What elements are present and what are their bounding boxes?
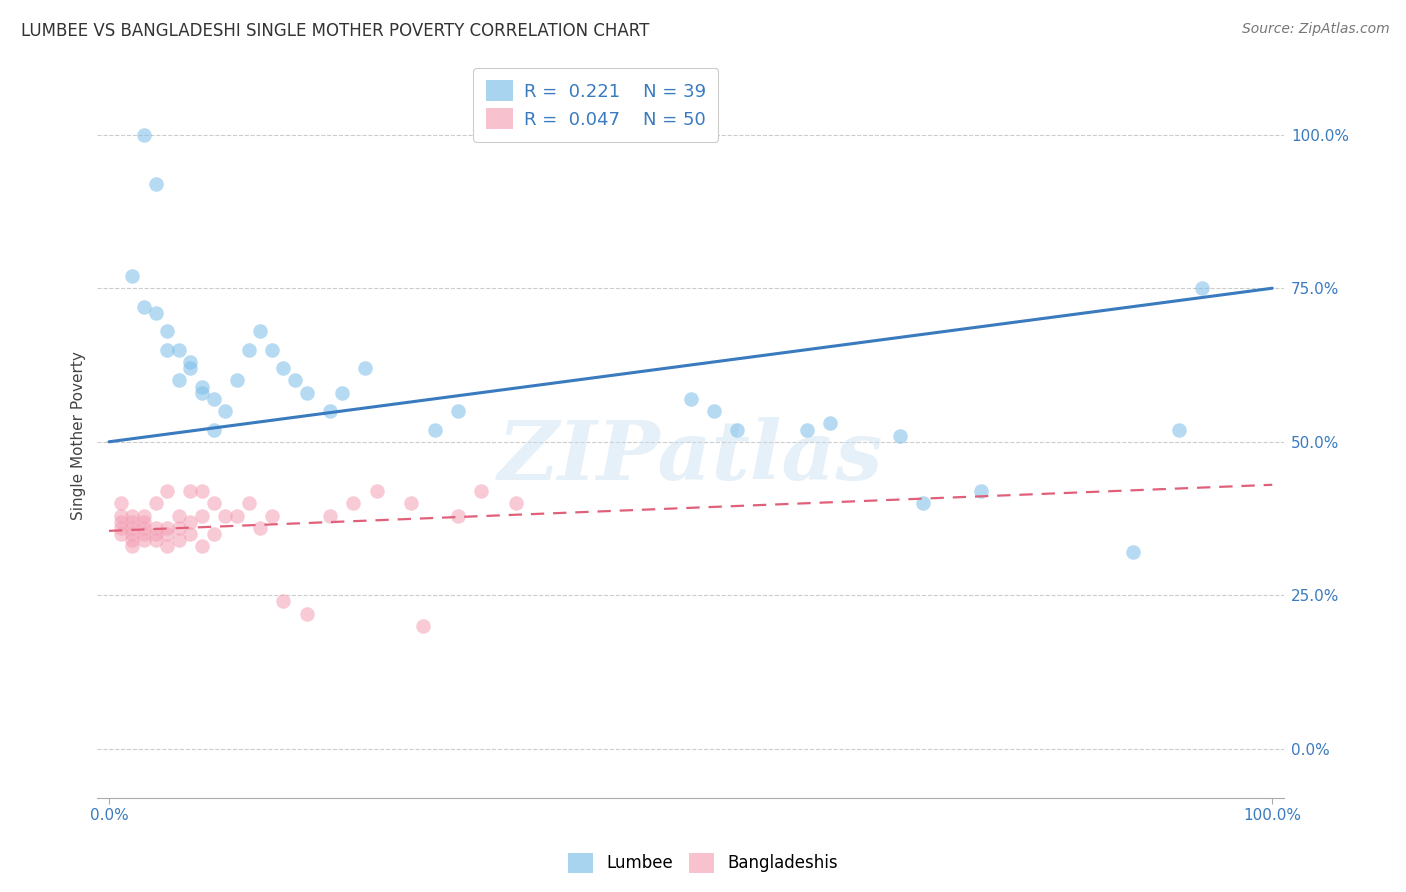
Point bbox=[110, 527, 132, 541]
Point bbox=[179, 527, 201, 541]
Y-axis label: Single Mother Poverty: Single Mother Poverty bbox=[72, 351, 86, 520]
Point bbox=[121, 533, 143, 547]
Point bbox=[226, 373, 249, 387]
Point bbox=[447, 508, 470, 523]
Point bbox=[110, 496, 132, 510]
Point bbox=[110, 515, 132, 529]
Point bbox=[295, 607, 318, 621]
Point bbox=[703, 404, 725, 418]
Point bbox=[202, 527, 225, 541]
Point bbox=[132, 300, 155, 314]
Point bbox=[366, 483, 388, 498]
Point bbox=[145, 533, 167, 547]
Point bbox=[505, 496, 527, 510]
Point bbox=[226, 508, 249, 523]
Point bbox=[132, 527, 155, 541]
Point bbox=[725, 423, 748, 437]
Point bbox=[132, 128, 155, 142]
Point bbox=[796, 423, 818, 437]
Point bbox=[319, 404, 342, 418]
Point bbox=[273, 594, 295, 608]
Point bbox=[1191, 281, 1213, 295]
Point bbox=[156, 483, 179, 498]
Point bbox=[167, 373, 190, 387]
Point bbox=[191, 483, 214, 498]
Point bbox=[156, 521, 179, 535]
Point bbox=[145, 527, 167, 541]
Point bbox=[202, 423, 225, 437]
Point bbox=[401, 496, 423, 510]
Point bbox=[412, 619, 434, 633]
Point bbox=[156, 527, 179, 541]
Point bbox=[167, 533, 190, 547]
Point bbox=[238, 496, 260, 510]
Point bbox=[191, 379, 214, 393]
Point bbox=[179, 483, 201, 498]
Point bbox=[121, 515, 143, 529]
Point bbox=[110, 508, 132, 523]
Point bbox=[145, 496, 167, 510]
Point bbox=[156, 539, 179, 553]
Point bbox=[249, 324, 271, 338]
Point bbox=[260, 343, 283, 357]
Text: Source: ZipAtlas.com: Source: ZipAtlas.com bbox=[1241, 22, 1389, 37]
Point bbox=[1168, 423, 1191, 437]
Point bbox=[132, 533, 155, 547]
Point bbox=[319, 508, 342, 523]
Point bbox=[818, 417, 841, 431]
Point bbox=[121, 527, 143, 541]
Point bbox=[110, 521, 132, 535]
Point bbox=[423, 423, 446, 437]
Point bbox=[156, 343, 179, 357]
Point bbox=[179, 515, 201, 529]
Point bbox=[121, 539, 143, 553]
Point bbox=[167, 508, 190, 523]
Point bbox=[179, 361, 201, 376]
Point bbox=[889, 428, 911, 442]
Point bbox=[214, 404, 236, 418]
Point bbox=[238, 343, 260, 357]
Legend: Lumbee, Bangladeshis: Lumbee, Bangladeshis bbox=[561, 847, 845, 880]
Text: LUMBEE VS BANGLADESHI SINGLE MOTHER POVERTY CORRELATION CHART: LUMBEE VS BANGLADESHI SINGLE MOTHER POVE… bbox=[21, 22, 650, 40]
Point bbox=[121, 508, 143, 523]
Point bbox=[295, 385, 318, 400]
Point bbox=[249, 521, 271, 535]
Point bbox=[273, 361, 295, 376]
Point bbox=[167, 343, 190, 357]
Point bbox=[679, 392, 702, 406]
Point bbox=[447, 404, 470, 418]
Point bbox=[145, 306, 167, 320]
Point bbox=[260, 508, 283, 523]
Point bbox=[145, 177, 167, 191]
Point bbox=[191, 539, 214, 553]
Point bbox=[132, 508, 155, 523]
Point bbox=[912, 496, 935, 510]
Point bbox=[342, 496, 364, 510]
Point bbox=[470, 483, 492, 498]
Point bbox=[132, 515, 155, 529]
Point bbox=[284, 373, 307, 387]
Point bbox=[191, 508, 214, 523]
Point bbox=[121, 521, 143, 535]
Point bbox=[214, 508, 236, 523]
Legend: R =  0.221    N = 39, R =  0.047    N = 50: R = 0.221 N = 39, R = 0.047 N = 50 bbox=[472, 68, 718, 142]
Point bbox=[330, 385, 353, 400]
Point bbox=[132, 521, 155, 535]
Point bbox=[145, 521, 167, 535]
Point bbox=[156, 324, 179, 338]
Point bbox=[354, 361, 377, 376]
Point bbox=[121, 268, 143, 283]
Point bbox=[202, 496, 225, 510]
Point bbox=[1122, 545, 1144, 559]
Point bbox=[970, 483, 993, 498]
Point bbox=[202, 392, 225, 406]
Point bbox=[191, 385, 214, 400]
Text: ZIPatlas: ZIPatlas bbox=[498, 417, 883, 498]
Point bbox=[167, 521, 190, 535]
Point bbox=[179, 355, 201, 369]
